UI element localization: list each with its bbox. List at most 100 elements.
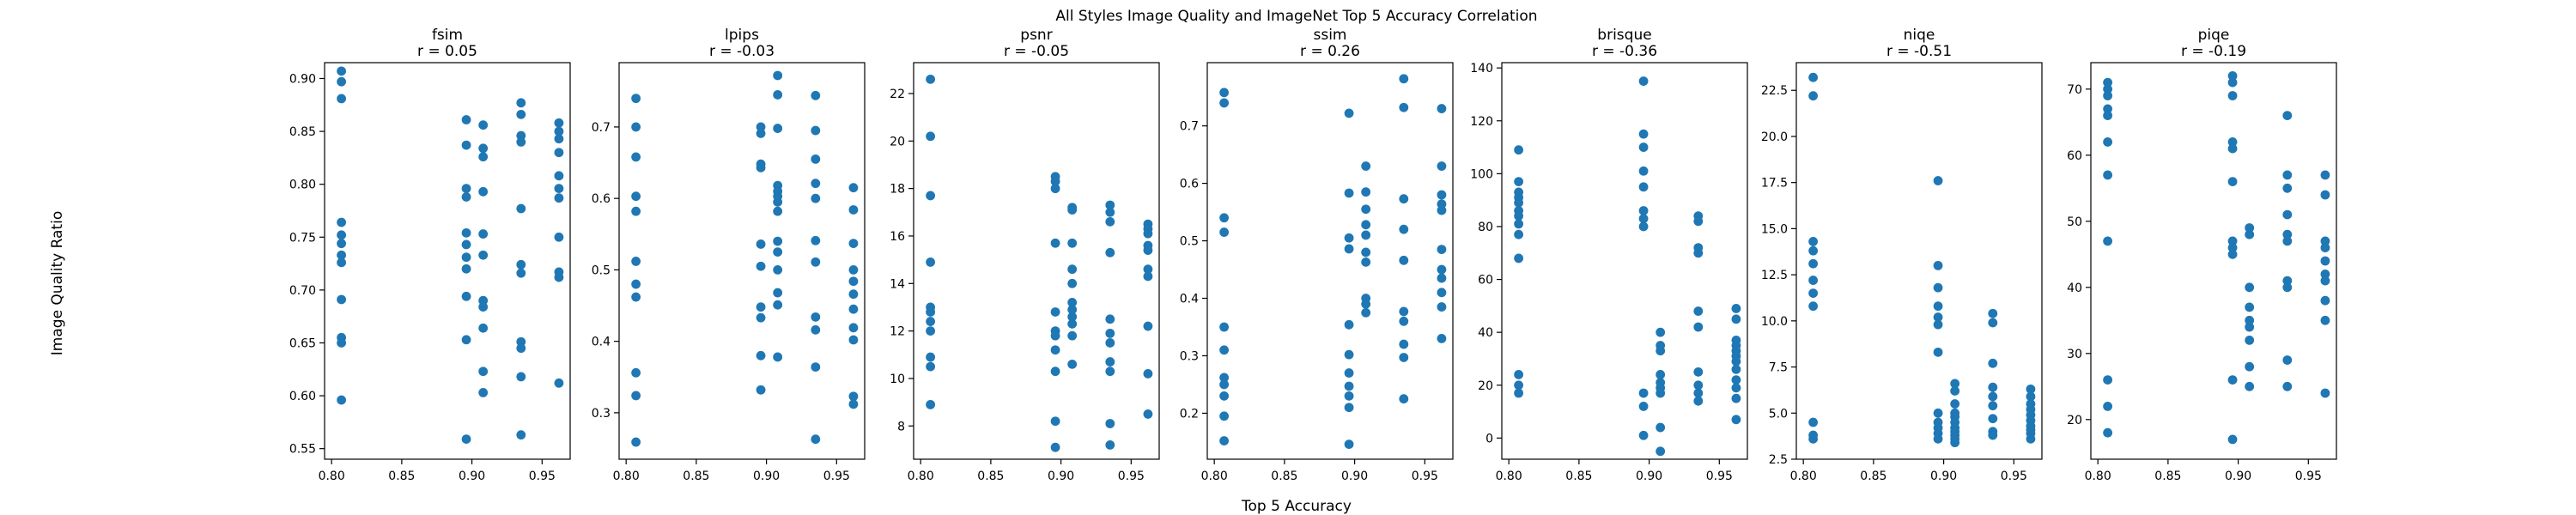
data-point bbox=[1219, 98, 1230, 108]
data-point bbox=[1638, 142, 1649, 152]
data-point bbox=[773, 206, 783, 216]
data-point bbox=[1105, 338, 1115, 348]
data-point bbox=[1693, 367, 1704, 377]
data-point bbox=[2103, 104, 2113, 114]
subplot-title: niqe bbox=[1904, 27, 1935, 44]
data-point bbox=[1344, 233, 1354, 243]
data-point bbox=[1143, 369, 1153, 379]
data-point bbox=[478, 229, 489, 239]
y-tick-label: 0.6 bbox=[1180, 178, 1199, 191]
data-point bbox=[2227, 91, 2238, 100]
x-tick-label: 0.90 bbox=[1930, 470, 1957, 483]
y-tick-label: 22.5 bbox=[1761, 84, 1788, 98]
data-point bbox=[1933, 347, 1943, 357]
data-point bbox=[1656, 327, 1666, 337]
data-point bbox=[554, 134, 564, 144]
data-point bbox=[478, 367, 489, 377]
data-point bbox=[1437, 245, 1447, 255]
x-tick-label: 0.95 bbox=[1118, 470, 1145, 483]
data-point bbox=[848, 399, 859, 409]
data-point bbox=[2320, 170, 2330, 180]
data-point bbox=[848, 239, 859, 249]
data-point bbox=[1988, 358, 1998, 368]
data-point bbox=[631, 122, 641, 132]
data-point bbox=[1067, 205, 1078, 215]
data-point bbox=[2282, 276, 2293, 286]
x-tick-label: 0.90 bbox=[1048, 470, 1074, 483]
data-point bbox=[2227, 71, 2238, 81]
data-point bbox=[1050, 184, 1060, 194]
data-point bbox=[554, 193, 564, 203]
data-point bbox=[554, 148, 564, 158]
data-point bbox=[1731, 364, 1741, 374]
data-point bbox=[1514, 211, 1524, 221]
data-point bbox=[1808, 301, 1819, 312]
data-point bbox=[2227, 143, 2238, 154]
data-point bbox=[1344, 244, 1354, 254]
x-tick-label: 0.80 bbox=[2085, 470, 2111, 483]
data-point bbox=[1105, 419, 1115, 428]
y-tick-label: 0.5 bbox=[1180, 235, 1199, 249]
data-point bbox=[773, 247, 783, 257]
data-point bbox=[1656, 422, 1666, 433]
data-point bbox=[461, 434, 471, 444]
subplot-correlation: r = 0.05 bbox=[417, 43, 477, 60]
data-point bbox=[516, 430, 526, 440]
y-tick-label: 140 bbox=[1470, 62, 1493, 76]
data-point bbox=[2245, 315, 2255, 325]
data-point bbox=[461, 264, 471, 274]
data-point bbox=[1344, 368, 1354, 378]
data-point bbox=[337, 239, 347, 249]
y-tick-label: 0.55 bbox=[289, 443, 316, 457]
data-point bbox=[516, 372, 526, 382]
data-point bbox=[848, 391, 859, 402]
data-point bbox=[1808, 237, 1819, 246]
data-point bbox=[1105, 207, 1115, 217]
x-tick-label: 0.95 bbox=[823, 470, 850, 483]
data-point bbox=[1105, 200, 1115, 210]
data-point bbox=[1344, 108, 1354, 118]
subplot-title: ssim bbox=[1314, 27, 1347, 44]
x-tick-label: 0.85 bbox=[388, 470, 415, 483]
x-tick-label: 0.80 bbox=[1201, 470, 1228, 483]
data-point bbox=[1105, 328, 1115, 338]
figure-xlabel: Top 5 Accuracy bbox=[1241, 498, 1352, 515]
data-point bbox=[1950, 438, 1960, 448]
data-point bbox=[1437, 273, 1447, 283]
data-point bbox=[1399, 353, 1409, 362]
data-point bbox=[2282, 236, 2293, 246]
y-tick-label: 12.5 bbox=[1761, 269, 1788, 282]
data-point bbox=[1067, 298, 1078, 307]
data-point bbox=[1344, 381, 1354, 391]
data-point bbox=[1808, 288, 1819, 299]
subplot-title: fsim bbox=[432, 27, 463, 44]
data-point bbox=[2320, 270, 2330, 279]
data-point bbox=[1067, 359, 1078, 369]
data-point bbox=[461, 252, 471, 263]
data-point bbox=[554, 184, 564, 194]
data-point bbox=[848, 265, 859, 275]
data-point bbox=[1399, 224, 1409, 234]
data-point bbox=[848, 276, 859, 287]
data-point bbox=[1067, 278, 1078, 288]
data-point bbox=[554, 272, 564, 282]
data-point bbox=[631, 257, 641, 266]
data-point bbox=[1638, 402, 1649, 411]
data-point bbox=[2026, 391, 2036, 402]
data-point bbox=[848, 323, 859, 333]
data-point bbox=[1808, 72, 1819, 82]
data-point bbox=[478, 250, 489, 260]
x-tick-label: 0.95 bbox=[2295, 470, 2322, 483]
data-point bbox=[1731, 304, 1741, 313]
subplot-correlation: r = 0.26 bbox=[1300, 43, 1360, 60]
data-point bbox=[516, 98, 526, 108]
data-point bbox=[1638, 166, 1649, 176]
y-tick-label: 8 bbox=[897, 420, 905, 433]
data-point bbox=[478, 152, 489, 162]
data-point bbox=[1361, 247, 1371, 258]
data-point bbox=[2245, 302, 2255, 312]
data-point bbox=[1361, 299, 1371, 309]
y-tick-label: 20.0 bbox=[1761, 130, 1788, 144]
